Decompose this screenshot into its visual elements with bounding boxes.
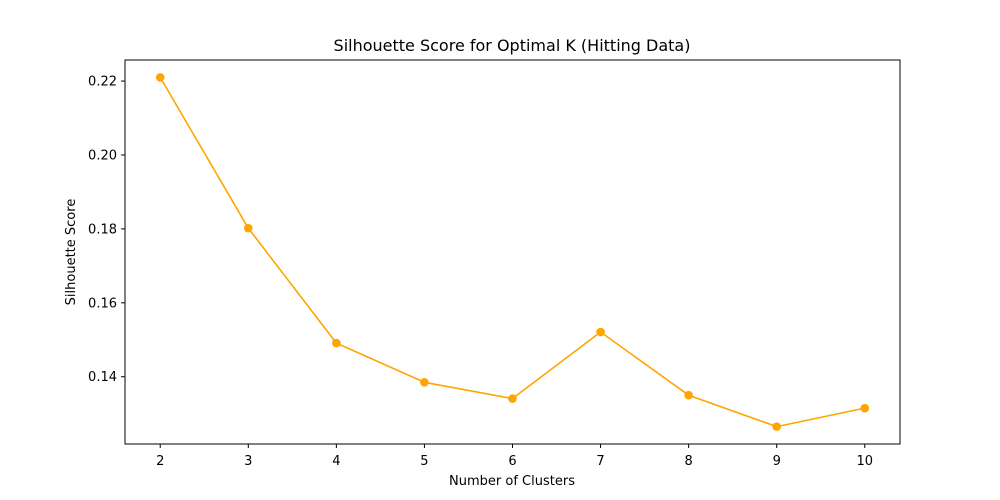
data-point: [596, 327, 605, 337]
y-tick-label: 0.18: [88, 222, 117, 237]
x-tick-label: 6: [508, 454, 516, 469]
data-point: [420, 377, 429, 387]
series-line: [159, 76, 865, 428]
plot-area-frame: [124, 59, 901, 445]
chart-title: Silhouette Score for Optimal K (Hitting …: [334, 36, 691, 55]
data-point: [860, 403, 870, 413]
y-tick-label: 0.22: [88, 75, 117, 90]
x-tick-label: 5: [420, 454, 428, 469]
x-tick-label: 9: [773, 454, 781, 469]
data-point: [155, 73, 165, 82]
x-tick-label: 3: [244, 454, 252, 469]
x-tick-label: 7: [596, 454, 604, 469]
x-tick-label: 10: [856, 454, 873, 469]
x-tick-label: 8: [684, 454, 692, 469]
y-tick-label: 0.16: [88, 296, 117, 311]
y-tick-label: 0.14: [88, 370, 117, 385]
data-point: [684, 390, 693, 400]
y-axis-label: Silhouette Score: [64, 199, 79, 306]
x-axis: 2 3 4 5 6 7 8 9 10: [156, 444, 873, 469]
y-tick-label: 0.20: [88, 148, 117, 163]
x-tick-label: 2: [156, 454, 164, 469]
x-axis-label: Number of Clusters: [449, 474, 575, 489]
data-point: [332, 338, 341, 348]
series-layer: [155, 73, 870, 431]
data-point: [772, 422, 782, 431]
y-axis: 0.14 0.16 0.18 0.20 0.22: [88, 75, 125, 385]
data-point: [243, 223, 253, 233]
x-tick-label: 4: [332, 454, 340, 469]
data-point: [508, 394, 517, 403]
